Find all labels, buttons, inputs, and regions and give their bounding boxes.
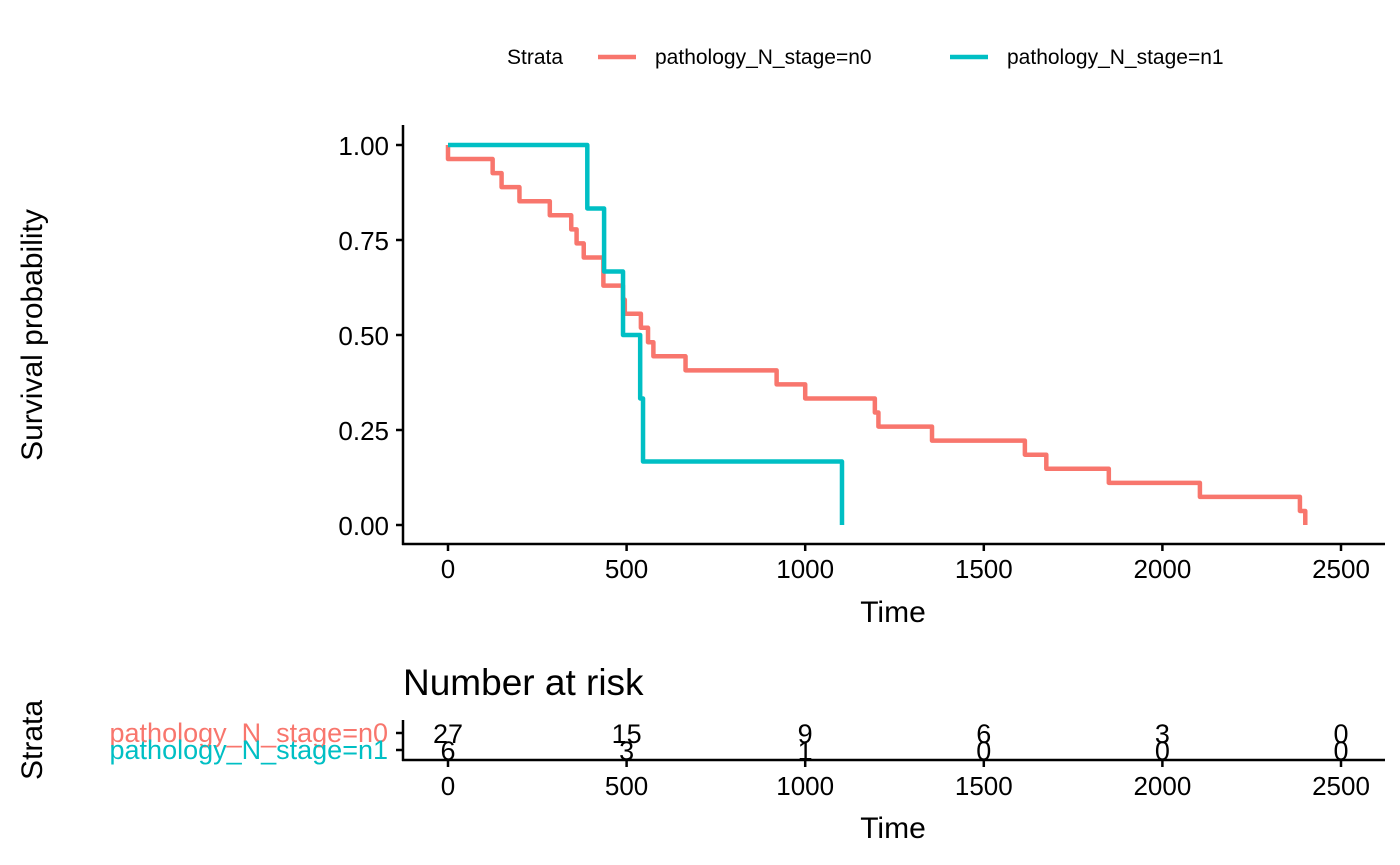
y-axis: 0.00 0.25 0.50 0.75 1.00 (338, 131, 403, 541)
risk-cell: 9 (798, 719, 813, 749)
x-tick-label: 1000 (776, 554, 834, 584)
risk-cell: 27 (433, 719, 463, 749)
legend: Strata pathology_N_stage=n0 pathology_N_… (507, 46, 1224, 69)
y-tick-label: 0.00 (338, 511, 389, 541)
risk-x-tick-label: 0 (441, 771, 455, 801)
survival-curves (445, 142, 1308, 525)
risk-cell: 15 (612, 719, 642, 749)
risk-cell: 6 (440, 736, 455, 766)
risk-cell: 0 (1155, 736, 1170, 766)
y-axis-title: Survival probability (16, 209, 49, 461)
risk-cell: 0 (1333, 736, 1348, 766)
risk-row-label-n0: pathology_N_stage=n0 (110, 718, 388, 748)
risk-cell: 3 (1155, 719, 1170, 749)
risk-table-x-title: Time (860, 812, 926, 845)
risk-x-axis: 0 500 1000 1500 2000 2500 (441, 760, 1370, 801)
legend-label-n1: pathology_N_stage=n1 (1007, 46, 1224, 69)
risk-row-label-n1: pathology_N_stage=n1 (110, 735, 388, 765)
y-tick-label: 0.50 (338, 321, 389, 351)
risk-table: Number at risk Strata Time pathology_N_s… (16, 662, 1385, 845)
x-tick-label: 0 (441, 554, 455, 584)
risk-x-tick-label: 500 (605, 771, 648, 801)
x-tick-label: 2000 (1133, 554, 1191, 584)
survival-plot: Survival probability Time 0.000.250.500.… (16, 125, 1385, 629)
risk-table-title: Number at risk (403, 662, 644, 703)
risk-x-tick-label: 2500 (1312, 771, 1370, 801)
risk-cell: 1 (798, 736, 813, 766)
x-axis: 0 500 1000 1500 2000 2500 (441, 544, 1370, 584)
x-tick-label: 1500 (955, 554, 1013, 584)
risk-cell: 6 (976, 719, 991, 749)
y-tick-label: 0.75 (338, 226, 389, 256)
y-tick-label: 1.00 (338, 131, 389, 161)
y-tick-label: 0.25 (338, 416, 389, 446)
risk-cell: 3 (619, 736, 634, 766)
risk-table-y-title: Strata (16, 700, 49, 780)
legend-label-n0: pathology_N_stage=n0 (655, 46, 872, 69)
survival-curve-n0 (445, 145, 1308, 525)
risk-x-tick-label: 2000 (1133, 771, 1191, 801)
x-tick-label: 2500 (1312, 554, 1370, 584)
survival-curve-n1 (448, 142, 845, 525)
risk-cell: 0 (1333, 719, 1348, 749)
risk-cell: 0 (976, 736, 991, 766)
x-axis-title: Time (860, 596, 926, 629)
legend-title: Strata (507, 46, 563, 69)
risk-x-tick-label: 1500 (955, 771, 1013, 801)
risk-cells: 27 15 9 6 3 06 3 1 0 0 0 (433, 719, 1349, 766)
x-tick-label: 500 (605, 554, 648, 584)
risk-x-tick-label: 1000 (776, 771, 834, 801)
